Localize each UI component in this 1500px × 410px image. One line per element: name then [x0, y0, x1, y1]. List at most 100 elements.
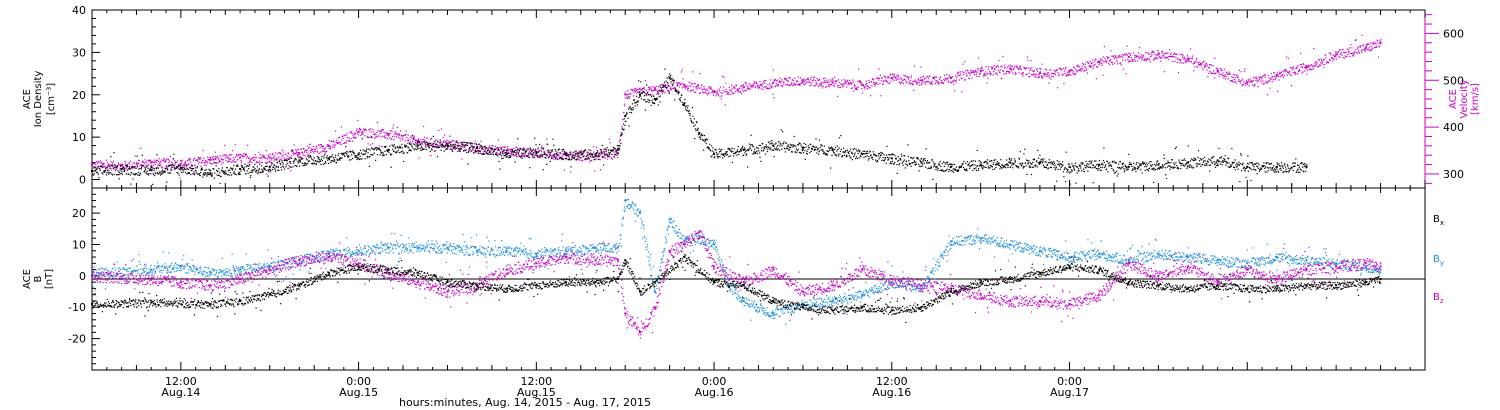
velocity-series-sample: [369, 136, 371, 139]
density-series-sample: [421, 149, 423, 151]
velocity-series-sample: [1172, 60, 1174, 63]
velocity-series-sample: [890, 73, 892, 75]
velocity-series-sample: [606, 158, 608, 160]
velocity-series-sample: [232, 157, 235, 159]
velocity-series-sample: [1271, 81, 1273, 83]
velocity-series-sample: [1365, 48, 1367, 50]
velocity-series-sample: [1250, 81, 1253, 83]
density-series-sample: [198, 157, 200, 159]
velocity-series-sample: [907, 76, 909, 78]
velocity-series-sample: [1260, 80, 1262, 82]
velocity-series-sample: [958, 74, 960, 76]
velocity-series-sample: [886, 77, 888, 79]
velocity-series-sample: [102, 164, 104, 166]
velocity-series-sample: [746, 85, 748, 87]
velocity-series-sample: [1092, 59, 1094, 61]
density-series-sample: [218, 168, 220, 170]
velocity-series-sample: [531, 149, 534, 151]
velocity-series-sample: [873, 82, 875, 84]
velocity-series-sample: [1169, 48, 1171, 51]
velocity-series-sample: [361, 130, 363, 133]
velocity-series-sample: [791, 79, 794, 81]
velocity-series-sample: [312, 150, 314, 153]
velocity-series-sample: [908, 76, 910, 79]
density-series-sample: [241, 166, 243, 168]
density-series-sample: [708, 148, 710, 150]
velocity-series-sample: [1056, 68, 1058, 71]
velocity-series-sample: [1036, 68, 1038, 70]
velocity-series-sample: [517, 153, 519, 155]
velocity-series-sample: [969, 72, 971, 75]
velocity-series-sample: [1153, 51, 1155, 53]
density-series-sample: [234, 173, 236, 175]
density-series-sample: [209, 170, 211, 172]
velocity-series-sample: [972, 69, 974, 71]
velocity-series-sample: [853, 81, 855, 83]
density-series-sample: [129, 174, 131, 176]
velocity-series-sample: [331, 146, 334, 148]
velocity-series-sample: [718, 90, 721, 92]
density-series-sample: [751, 144, 753, 146]
density-series-sample: [559, 152, 561, 154]
density-series-sample: [323, 163, 326, 165]
velocity-series-sample: [1244, 84, 1246, 86]
density-series-sample: [528, 152, 530, 154]
velocity-series-sample: [1234, 80, 1237, 82]
velocity-series-sample: [668, 89, 670, 92]
density-series-sample: [564, 152, 566, 154]
velocity-series-sample: [1292, 69, 1294, 71]
velocity-series-sample: [611, 149, 613, 151]
velocity-series-sample: [1082, 63, 1085, 65]
velocity-series-sample: [233, 161, 235, 164]
velocity-series-sample: [413, 135, 415, 137]
velocity-series-sample: [999, 69, 1001, 71]
velocity-series-sample: [1355, 39, 1357, 41]
velocity-series-sample: [386, 133, 388, 135]
velocity-series-sample: [553, 156, 555, 158]
velocity-series-sample: [877, 77, 879, 79]
density-series-sample: [752, 146, 754, 148]
density-series-sample: [185, 168, 187, 170]
velocity-series-sample: [552, 158, 554, 160]
velocity-series-sample: [1278, 79, 1280, 81]
density-series-sample: [265, 165, 267, 168]
density-series-sample: [431, 149, 433, 151]
velocity-series-sample: [141, 161, 143, 163]
velocity-series-sample: [1086, 61, 1088, 63]
density-series-sample: [170, 164, 172, 167]
velocity-series-sample: [161, 159, 163, 161]
velocity-series-sample: [934, 76, 936, 78]
velocity-series-sample: [351, 131, 353, 133]
density-series-sample: [229, 172, 231, 174]
density-series-sample: [293, 162, 295, 164]
velocity-series-sample: [1118, 55, 1120, 57]
velocity-series-sample: [148, 159, 150, 162]
velocity-series-sample: [1367, 48, 1369, 50]
density-series-sample: [747, 149, 750, 152]
density-series-sample: [242, 168, 244, 170]
density-series-sample: [269, 168, 271, 171]
velocity-series-sample: [147, 159, 149, 162]
velocity-series-sample: [1243, 81, 1245, 83]
velocity-series-sample: [459, 147, 461, 149]
density-series-sample: [270, 169, 272, 171]
density-series-sample: [447, 148, 449, 150]
velocity-series-sample: [1073, 67, 1076, 69]
velocity-series-sample: [534, 157, 536, 159]
density-series-sample: [710, 150, 712, 152]
velocity-series-sample: [333, 146, 335, 148]
density-series-sample: [212, 159, 215, 161]
velocity-series-sample: [1285, 56, 1288, 58]
velocity-series-sample: [821, 87, 823, 89]
density-series-sample: [206, 175, 208, 177]
velocity-series-sample: [363, 128, 365, 130]
velocity-series-sample: [685, 86, 687, 89]
velocity-series-sample: [807, 77, 809, 80]
velocity-series-sample: [461, 158, 463, 160]
density-series-sample: [457, 150, 459, 153]
velocity-series-sample: [682, 87, 684, 89]
density-series-sample: [155, 168, 158, 170]
velocity-series-sample: [970, 71, 973, 73]
velocity-series-sample: [118, 164, 120, 166]
density-series-sample: [507, 152, 510, 155]
